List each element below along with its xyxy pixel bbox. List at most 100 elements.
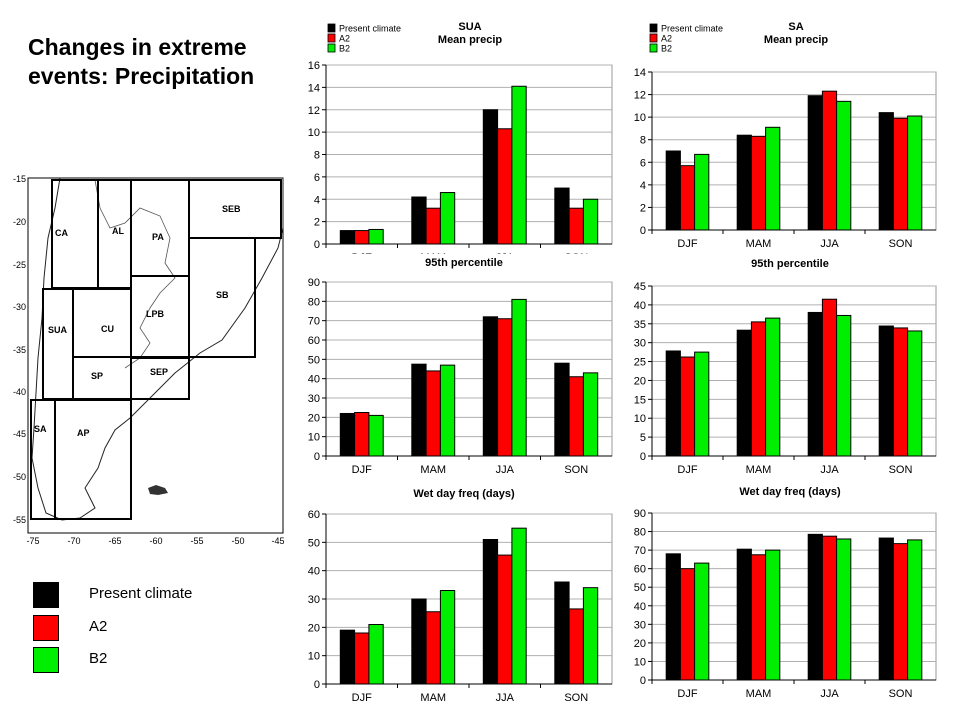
lon-tick: -50	[231, 536, 244, 546]
mini-legend-swatch	[327, 33, 336, 43]
x-tick-label: DJF	[352, 464, 372, 476]
x-tick-label: JJA	[820, 464, 839, 476]
y-tick-label: 14	[634, 67, 646, 79]
x-tick-label: MAM	[420, 692, 446, 704]
lon-tick: -65	[108, 536, 121, 546]
bar-jja-b2	[836, 314, 852, 457]
bar-son-present-climate	[878, 537, 894, 681]
x-tick-label: MAM	[420, 464, 446, 476]
y-tick-label: 30	[308, 393, 320, 405]
bar-jja-a2	[821, 535, 838, 681]
y-tick-label: 10	[308, 651, 320, 663]
x-tick-label: SON	[889, 238, 913, 250]
bar-son-b2	[582, 372, 599, 457]
y-tick-label: 50	[308, 537, 320, 549]
bar-son-a2	[568, 608, 584, 685]
lat-tick: -50	[13, 472, 26, 482]
y-tick-label: 0	[314, 679, 320, 691]
y-tick-label: 6	[640, 157, 646, 169]
y-tick-label: 10	[308, 432, 320, 444]
bar-djf-b2	[694, 153, 710, 231]
bar-mam-a2	[750, 321, 767, 457]
bar-djf-a2	[354, 230, 370, 245]
legend-swatch-present	[33, 582, 59, 608]
x-tick-label: SON	[889, 464, 913, 476]
lat-tick: -25	[13, 260, 26, 270]
bar-jja-a2	[821, 298, 838, 457]
x-tick-label: SON	[564, 252, 588, 254]
y-tick-label: 20	[634, 638, 646, 650]
mini-legend-label: Present climate	[661, 24, 723, 34]
y-tick-label: 50	[634, 582, 646, 594]
bar-mam-a2	[750, 554, 767, 681]
mini-legend-swatch	[649, 23, 658, 33]
bar-mam-present-climate	[411, 196, 427, 245]
y-tick-label: 10	[634, 112, 646, 124]
y-tick-label: 25	[634, 357, 646, 369]
y-tick-label: 70	[634, 545, 646, 557]
bar-djf-b2	[368, 414, 384, 457]
chart-title: SA	[788, 21, 803, 33]
x-tick-label: JJA	[820, 238, 839, 250]
bar-djf-a2	[679, 165, 696, 231]
bar-mam-a2	[425, 611, 441, 685]
bar-djf-present-climate	[665, 553, 681, 681]
bar-mam-b2	[765, 317, 781, 457]
y-tick-label: 2	[314, 217, 320, 229]
mini-legend-swatch	[327, 23, 336, 33]
y-tick-label: 40	[308, 566, 320, 578]
y-tick-label: 16	[308, 60, 320, 72]
mini-legend-swatch	[327, 43, 336, 53]
region-labels: CA AL PA SEB SB SUA CU LPB SP SEP SA AP	[34, 204, 241, 438]
y-tick-label: 10	[308, 127, 320, 139]
bar-mam-b2	[765, 126, 781, 231]
bar-djf-present-climate	[339, 412, 356, 457]
bar-jja-present-climate	[482, 316, 499, 457]
bar-jja-a2	[497, 554, 513, 685]
y-tick-label: 90	[634, 508, 646, 520]
chart-title: 95th percentile	[751, 258, 829, 270]
bar-jja-present-climate	[807, 311, 823, 457]
lat-tick: -20	[13, 217, 26, 227]
y-tick-label: 20	[308, 622, 320, 634]
bar-son-b2	[907, 115, 923, 231]
bar-djf-present-climate	[339, 230, 356, 245]
coastline	[31, 177, 284, 521]
bar-djf-present-climate	[665, 350, 681, 457]
chart-title: Wet day freq (days)	[739, 486, 841, 498]
chart-sa-95th-percentile: 0 5 10 15 20 25 30 35 40 45 DJF MAM JJA SON 95th perce…	[634, 258, 937, 476]
region-label-sb: SB	[216, 290, 229, 300]
y-tick-label: 60	[634, 564, 646, 576]
coastline-inner	[94, 179, 176, 369]
region-label-sa: SA	[34, 424, 47, 434]
x-tick-label: JJA	[820, 688, 839, 700]
lat-tick-labels: -15 -20 -25 -30 -35 -40 -45 -50 -55	[13, 174, 26, 525]
bar-son-present-climate	[554, 362, 570, 457]
mini-legend-swatch	[649, 33, 658, 43]
bar-mam-a2	[750, 135, 767, 231]
bar-jja-a2	[497, 318, 513, 457]
legend-label-a2: A2	[89, 618, 108, 635]
region-label-pa: PA	[152, 232, 164, 242]
bar-djf-b2	[694, 562, 710, 681]
y-tick-label: 40	[634, 601, 646, 613]
x-tick-label: MAM	[420, 252, 446, 254]
bar-djf-a2	[354, 412, 370, 457]
y-tick-label: 0	[640, 675, 646, 687]
mini-legend-label: A2	[661, 34, 672, 44]
bar-son-a2	[892, 543, 909, 681]
bar-son-a2	[892, 327, 909, 457]
lon-tick: -55	[190, 536, 203, 546]
lon-tick-labels: -75 -70 -65 -60 -55 -50 -45	[26, 536, 284, 546]
bar-son-present-climate	[878, 325, 894, 457]
region-label-sep: SEP	[150, 367, 168, 377]
lat-tick: -30	[13, 302, 26, 312]
y-tick-label: 35	[634, 319, 646, 331]
bar-djf-a2	[679, 568, 696, 681]
y-tick-label: 30	[634, 338, 646, 350]
y-tick-label: 30	[634, 619, 646, 631]
y-tick-label: 0	[314, 239, 320, 251]
bar-son-a2	[892, 117, 909, 231]
bar-son-present-climate	[878, 112, 894, 231]
